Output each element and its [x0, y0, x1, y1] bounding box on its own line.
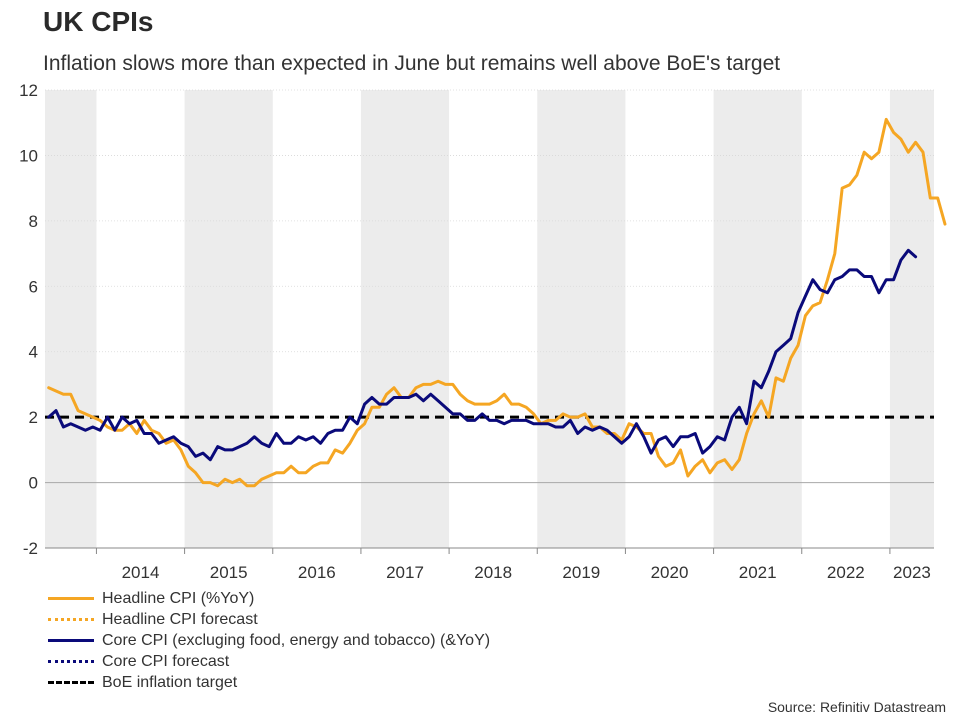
year-band-2023 [889, 90, 934, 548]
legend-swatch [48, 681, 94, 684]
x-tick-label: 2017 [386, 563, 424, 582]
y-tick-label: 6 [29, 277, 38, 296]
legend-item: Core CPI (excluging food, energy and tob… [48, 630, 490, 651]
legend-swatch [48, 597, 94, 600]
core-cpi-line [47, 248, 918, 462]
x-tick-label: 2016 [298, 563, 336, 582]
y-tick-label: -2 [23, 539, 38, 558]
x-tick-label: 2014 [122, 563, 160, 582]
legend-swatch [48, 639, 94, 642]
x-tick-label: 2022 [827, 563, 865, 582]
y-tick-label: 10 [19, 146, 38, 165]
legend-item: BoE inflation target [48, 672, 490, 693]
legend-label: Headline CPI forecast [102, 610, 258, 628]
x-tick-label: 2020 [651, 563, 689, 582]
legend-item: Headline CPI (%YoY) [48, 588, 490, 609]
year-band-2013 [45, 90, 97, 548]
year-band-2019 [537, 90, 626, 548]
x-tick-label: 2019 [562, 563, 600, 582]
legend-swatch [48, 618, 94, 621]
chart-title: UK CPIs [43, 6, 154, 37]
chart-subtitle: Inflation slows more than expected in Ju… [43, 52, 781, 75]
year-band-2021 [713, 90, 802, 548]
legend-label: Core CPI (excluging food, energy and tob… [102, 631, 491, 649]
x-tick-label: 2018 [474, 563, 512, 582]
y-tick-label: 8 [29, 212, 38, 231]
line-chart: -2 0 2 4 6 8 10 12 2014 2015 2016 2017 2018 2019 2020 2… [19, 81, 947, 582]
source-note: Source: Refinitiv Datastream [767, 699, 946, 715]
chart-legend: Headline CPI (%YoY) Headline CPI forecast… [48, 588, 490, 693]
legend-item: Core CPI forecast [48, 651, 490, 672]
x-tick-label: 2021 [739, 563, 777, 582]
headline-cpi-line [47, 117, 947, 488]
y-tick-label: 4 [29, 343, 38, 362]
legend-label: BoE inflation target [102, 673, 238, 691]
x-tick-label: 2015 [210, 563, 248, 582]
x-tick-label: 2023 [893, 563, 931, 582]
year-band-2015 [184, 90, 273, 548]
legend-swatch [48, 660, 94, 663]
year-band-2017 [360, 90, 450, 548]
y-tick-label: 0 [29, 474, 38, 493]
y-tick-label: 2 [29, 408, 38, 427]
legend-label: Headline CPI (%YoY) [102, 589, 255, 607]
legend-label: Core CPI forecast [102, 652, 230, 670]
legend-item: Headline CPI forecast [48, 609, 490, 630]
y-tick-label: 12 [19, 81, 38, 100]
